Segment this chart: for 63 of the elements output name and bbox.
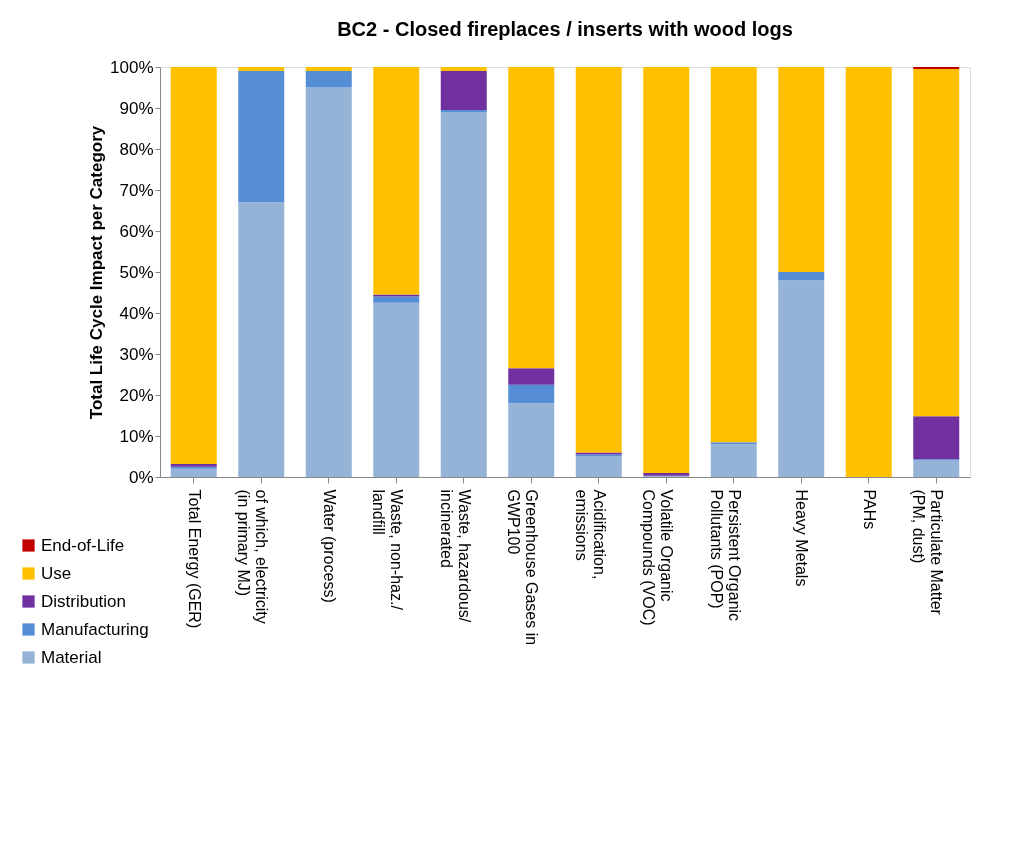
chart-title: BC2 - Closed fireplaces / inserts with wood logs — [337, 18, 793, 40]
bar — [373, 302, 420, 477]
y-tick-label: 80% — [119, 139, 154, 159]
bar — [373, 67, 420, 295]
bar — [913, 460, 960, 477]
bar — [440, 67, 487, 72]
y-tick-label: 50% — [119, 262, 154, 282]
bar — [305, 71, 352, 88]
legend-label: End-of-Life — [41, 535, 125, 555]
bar — [238, 67, 285, 72]
bar — [913, 69, 960, 417]
y-tick-label: 20% — [119, 385, 154, 405]
x-tick-label: Particulate Matter (PM, dust) — [910, 489, 946, 616]
x-tick-label: Greenhouse Gases in GWP100 — [505, 489, 541, 646]
y-tick-label: 60% — [119, 221, 154, 241]
bar — [778, 272, 825, 281]
x-tick-label: Volatile Organic Compounds (VOC) — [640, 489, 676, 626]
bar — [305, 67, 352, 72]
bar — [373, 294, 420, 297]
bar — [778, 280, 825, 477]
bar — [238, 71, 285, 203]
bar — [778, 67, 825, 272]
y-tick-label: 40% — [119, 303, 154, 323]
y-tick-label: 100% — [110, 57, 154, 77]
bar — [170, 468, 217, 477]
bar — [238, 202, 285, 477]
y-tick-label: 10% — [119, 426, 154, 446]
bar — [373, 296, 420, 303]
x-tick-label: Water (process) — [320, 489, 338, 603]
bar — [710, 67, 757, 443]
bar — [575, 456, 622, 477]
y-tick-label: 90% — [119, 98, 154, 118]
bar — [305, 87, 352, 477]
legend-label: Manufacturing — [41, 619, 149, 639]
bar — [440, 71, 487, 111]
bar — [508, 384, 555, 404]
bar — [440, 112, 487, 477]
legend-label: Use — [41, 563, 72, 583]
x-tick-label: Persistent Organic Pollutants (POP) — [707, 489, 743, 622]
bar — [710, 444, 757, 477]
bar — [508, 403, 555, 477]
x-tick-label: Heavy Metals — [793, 489, 811, 587]
bar — [440, 110, 487, 113]
bar — [508, 67, 555, 369]
bar — [575, 67, 622, 453]
bar — [170, 67, 217, 464]
x-tick-label: Acidification, emissions — [572, 489, 608, 580]
bar — [643, 67, 690, 473]
legend-label: Material — [41, 647, 102, 667]
bar — [710, 442, 757, 445]
x-tick-label: Total Energy (GER) — [185, 489, 203, 629]
y-tick-label: 70% — [119, 180, 154, 200]
bar — [913, 67, 960, 70]
y-tick-label: 30% — [119, 344, 154, 364]
x-tick-label: of which, electricity (in primary MJ) — [235, 489, 271, 624]
bar — [508, 368, 555, 385]
x-tick-label: Waste, non-haz./ landfill — [370, 489, 406, 611]
bar — [845, 67, 892, 477]
y-axis-title: Total Life Cycle Impact per Category — [87, 125, 107, 420]
y-tick-label: 0% — [128, 467, 154, 487]
x-tick-label: PAHs — [860, 489, 878, 530]
bar — [913, 416, 960, 460]
legend-label: Distribution — [41, 591, 127, 611]
